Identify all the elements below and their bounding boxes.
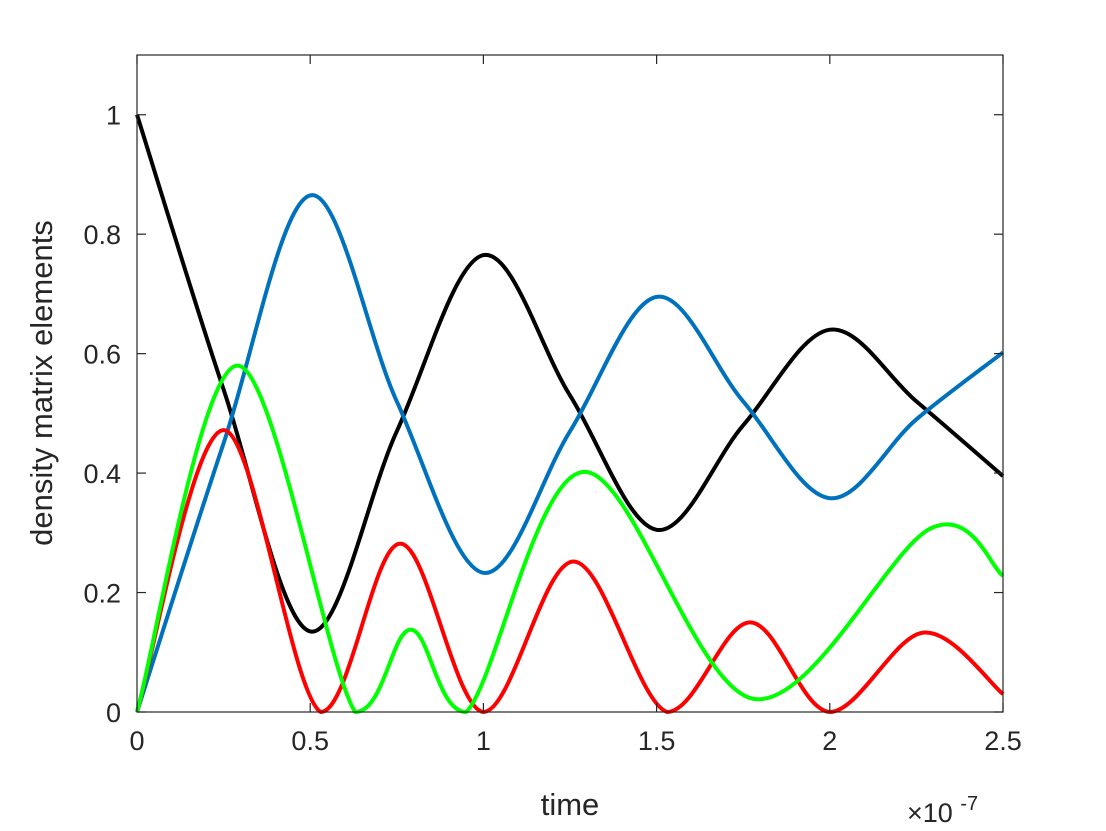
x-tick-label: 2 bbox=[822, 726, 837, 756]
y-tick-label: 0.8 bbox=[83, 220, 121, 250]
x-exponent-base: ×10 bbox=[907, 798, 953, 828]
y-tick-label: 0 bbox=[106, 698, 121, 728]
x-tick-label: 1.5 bbox=[638, 726, 676, 756]
y-tick-label: 1 bbox=[106, 101, 121, 131]
x-tick-label: 0 bbox=[129, 726, 144, 756]
axes-box bbox=[136, 54, 1004, 713]
y-tick-label: 0.6 bbox=[83, 340, 121, 370]
x-tick-label: 0.5 bbox=[291, 726, 329, 756]
series-layer bbox=[135, 114, 1005, 714]
x-axis-label: time bbox=[541, 787, 600, 822]
x-tick-label: 2.5 bbox=[984, 726, 1022, 756]
y-tick-label: 0.4 bbox=[83, 459, 121, 489]
ticks-layer: 0 0.5 1 1.5 2 2.5 0 0.2 0.4 0.6 0.8 1 bbox=[83, 55, 1022, 756]
x-tick-label: 1 bbox=[476, 726, 491, 756]
y-axis-label: density matrix elements bbox=[24, 220, 59, 546]
x-exponent-label: ×10 -7 bbox=[907, 793, 978, 828]
x-exponent-power: -7 bbox=[960, 793, 978, 815]
y-tick-label: 0.2 bbox=[83, 579, 121, 609]
plot-area bbox=[137, 55, 1003, 712]
series-line-1 bbox=[135, 193, 1005, 713]
